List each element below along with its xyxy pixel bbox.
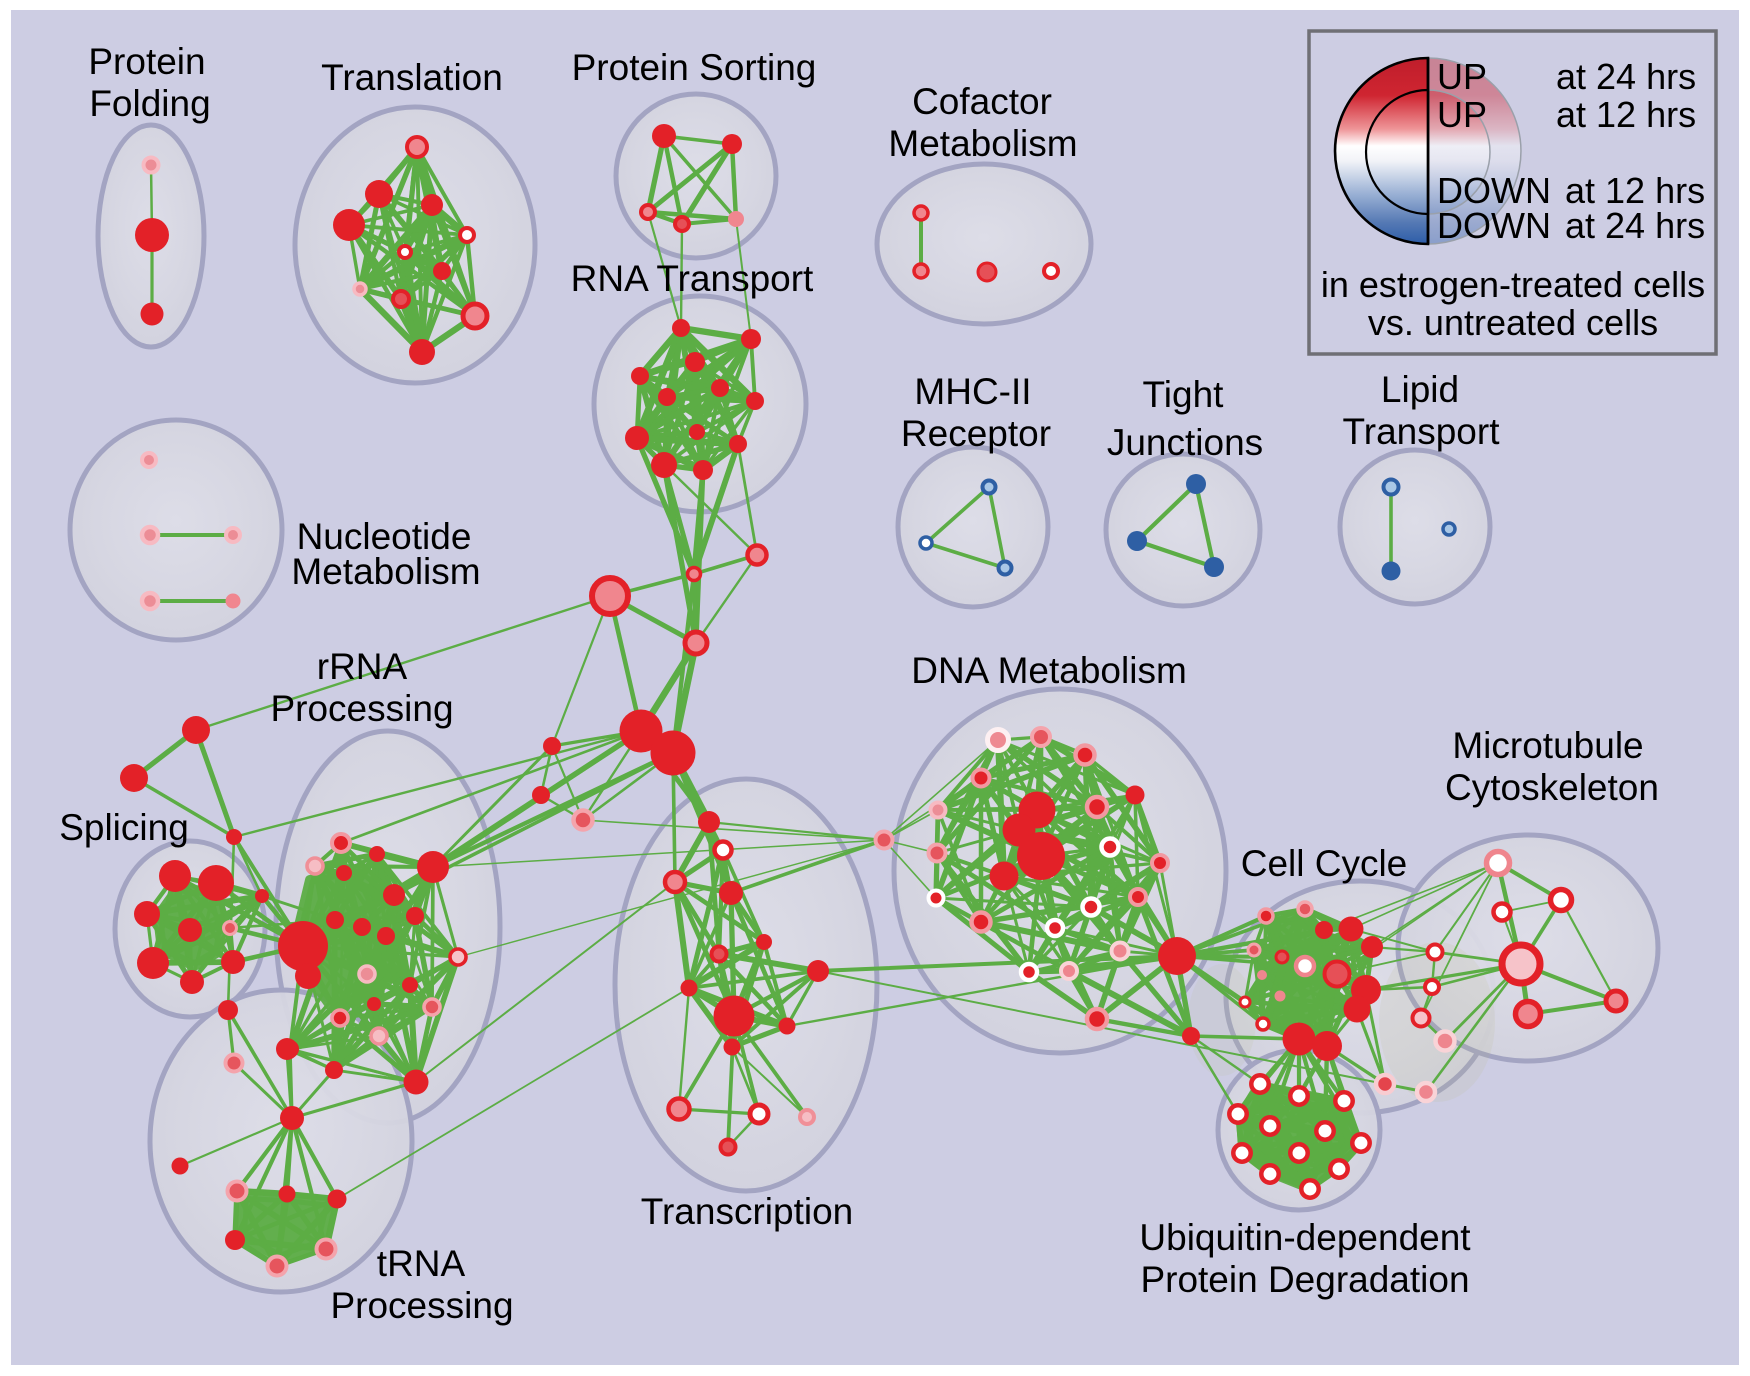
svg-text:Cofactor: Cofactor [912, 81, 1052, 122]
svg-text:Transcription: Transcription [641, 1191, 853, 1232]
svg-text:in estrogen-treated cells: in estrogen-treated cells [1321, 264, 1705, 305]
svg-text:Metabolism: Metabolism [291, 551, 480, 592]
svg-text:DOWN: DOWN [1437, 205, 1551, 246]
svg-text:Processing: Processing [270, 688, 453, 729]
svg-text:DOWN: DOWN [1437, 170, 1551, 211]
svg-text:Metabolism: Metabolism [888, 123, 1077, 164]
svg-text:Cytoskeleton: Cytoskeleton [1445, 767, 1659, 808]
svg-text:Tight: Tight [1143, 374, 1225, 415]
svg-text:Translation: Translation [321, 57, 503, 98]
svg-text:vs. untreated cells: vs. untreated cells [1368, 302, 1658, 343]
svg-text:Folding: Folding [89, 83, 210, 124]
svg-text:Microtubule: Microtubule [1452, 725, 1643, 766]
svg-text:at 12 hrs: at 12 hrs [1565, 170, 1705, 211]
svg-text:Protein: Protein [88, 41, 205, 82]
svg-text:RNA Transport: RNA Transport [571, 258, 814, 299]
svg-text:Receptor: Receptor [901, 413, 1051, 454]
svg-text:tRNA: tRNA [377, 1243, 466, 1284]
svg-text:Junctions: Junctions [1107, 422, 1263, 463]
svg-text:Splicing: Splicing [59, 807, 189, 848]
svg-text:rRNA: rRNA [317, 646, 408, 687]
svg-text:Protein Sorting: Protein Sorting [572, 47, 817, 88]
svg-text:MHC-II: MHC-II [914, 371, 1031, 412]
svg-text:Cell Cycle: Cell Cycle [1241, 843, 1408, 884]
svg-text:Lipid: Lipid [1381, 369, 1459, 410]
svg-text:Ubiquitin-dependent: Ubiquitin-dependent [1139, 1217, 1471, 1258]
svg-text:at 24 hrs: at 24 hrs [1565, 205, 1705, 246]
svg-text:Transport: Transport [1343, 411, 1501, 452]
svg-text:Nucleotide: Nucleotide [297, 516, 472, 557]
svg-text:DNA Metabolism: DNA Metabolism [911, 650, 1187, 691]
svg-text:at 12 hrs: at 12 hrs [1556, 94, 1696, 135]
svg-text:Protein Degradation: Protein Degradation [1140, 1259, 1469, 1300]
svg-text:at 24 hrs: at 24 hrs [1556, 56, 1696, 97]
svg-text:UP: UP [1437, 56, 1487, 97]
svg-text:Processing: Processing [330, 1285, 513, 1326]
svg-text:UP: UP [1437, 94, 1487, 135]
